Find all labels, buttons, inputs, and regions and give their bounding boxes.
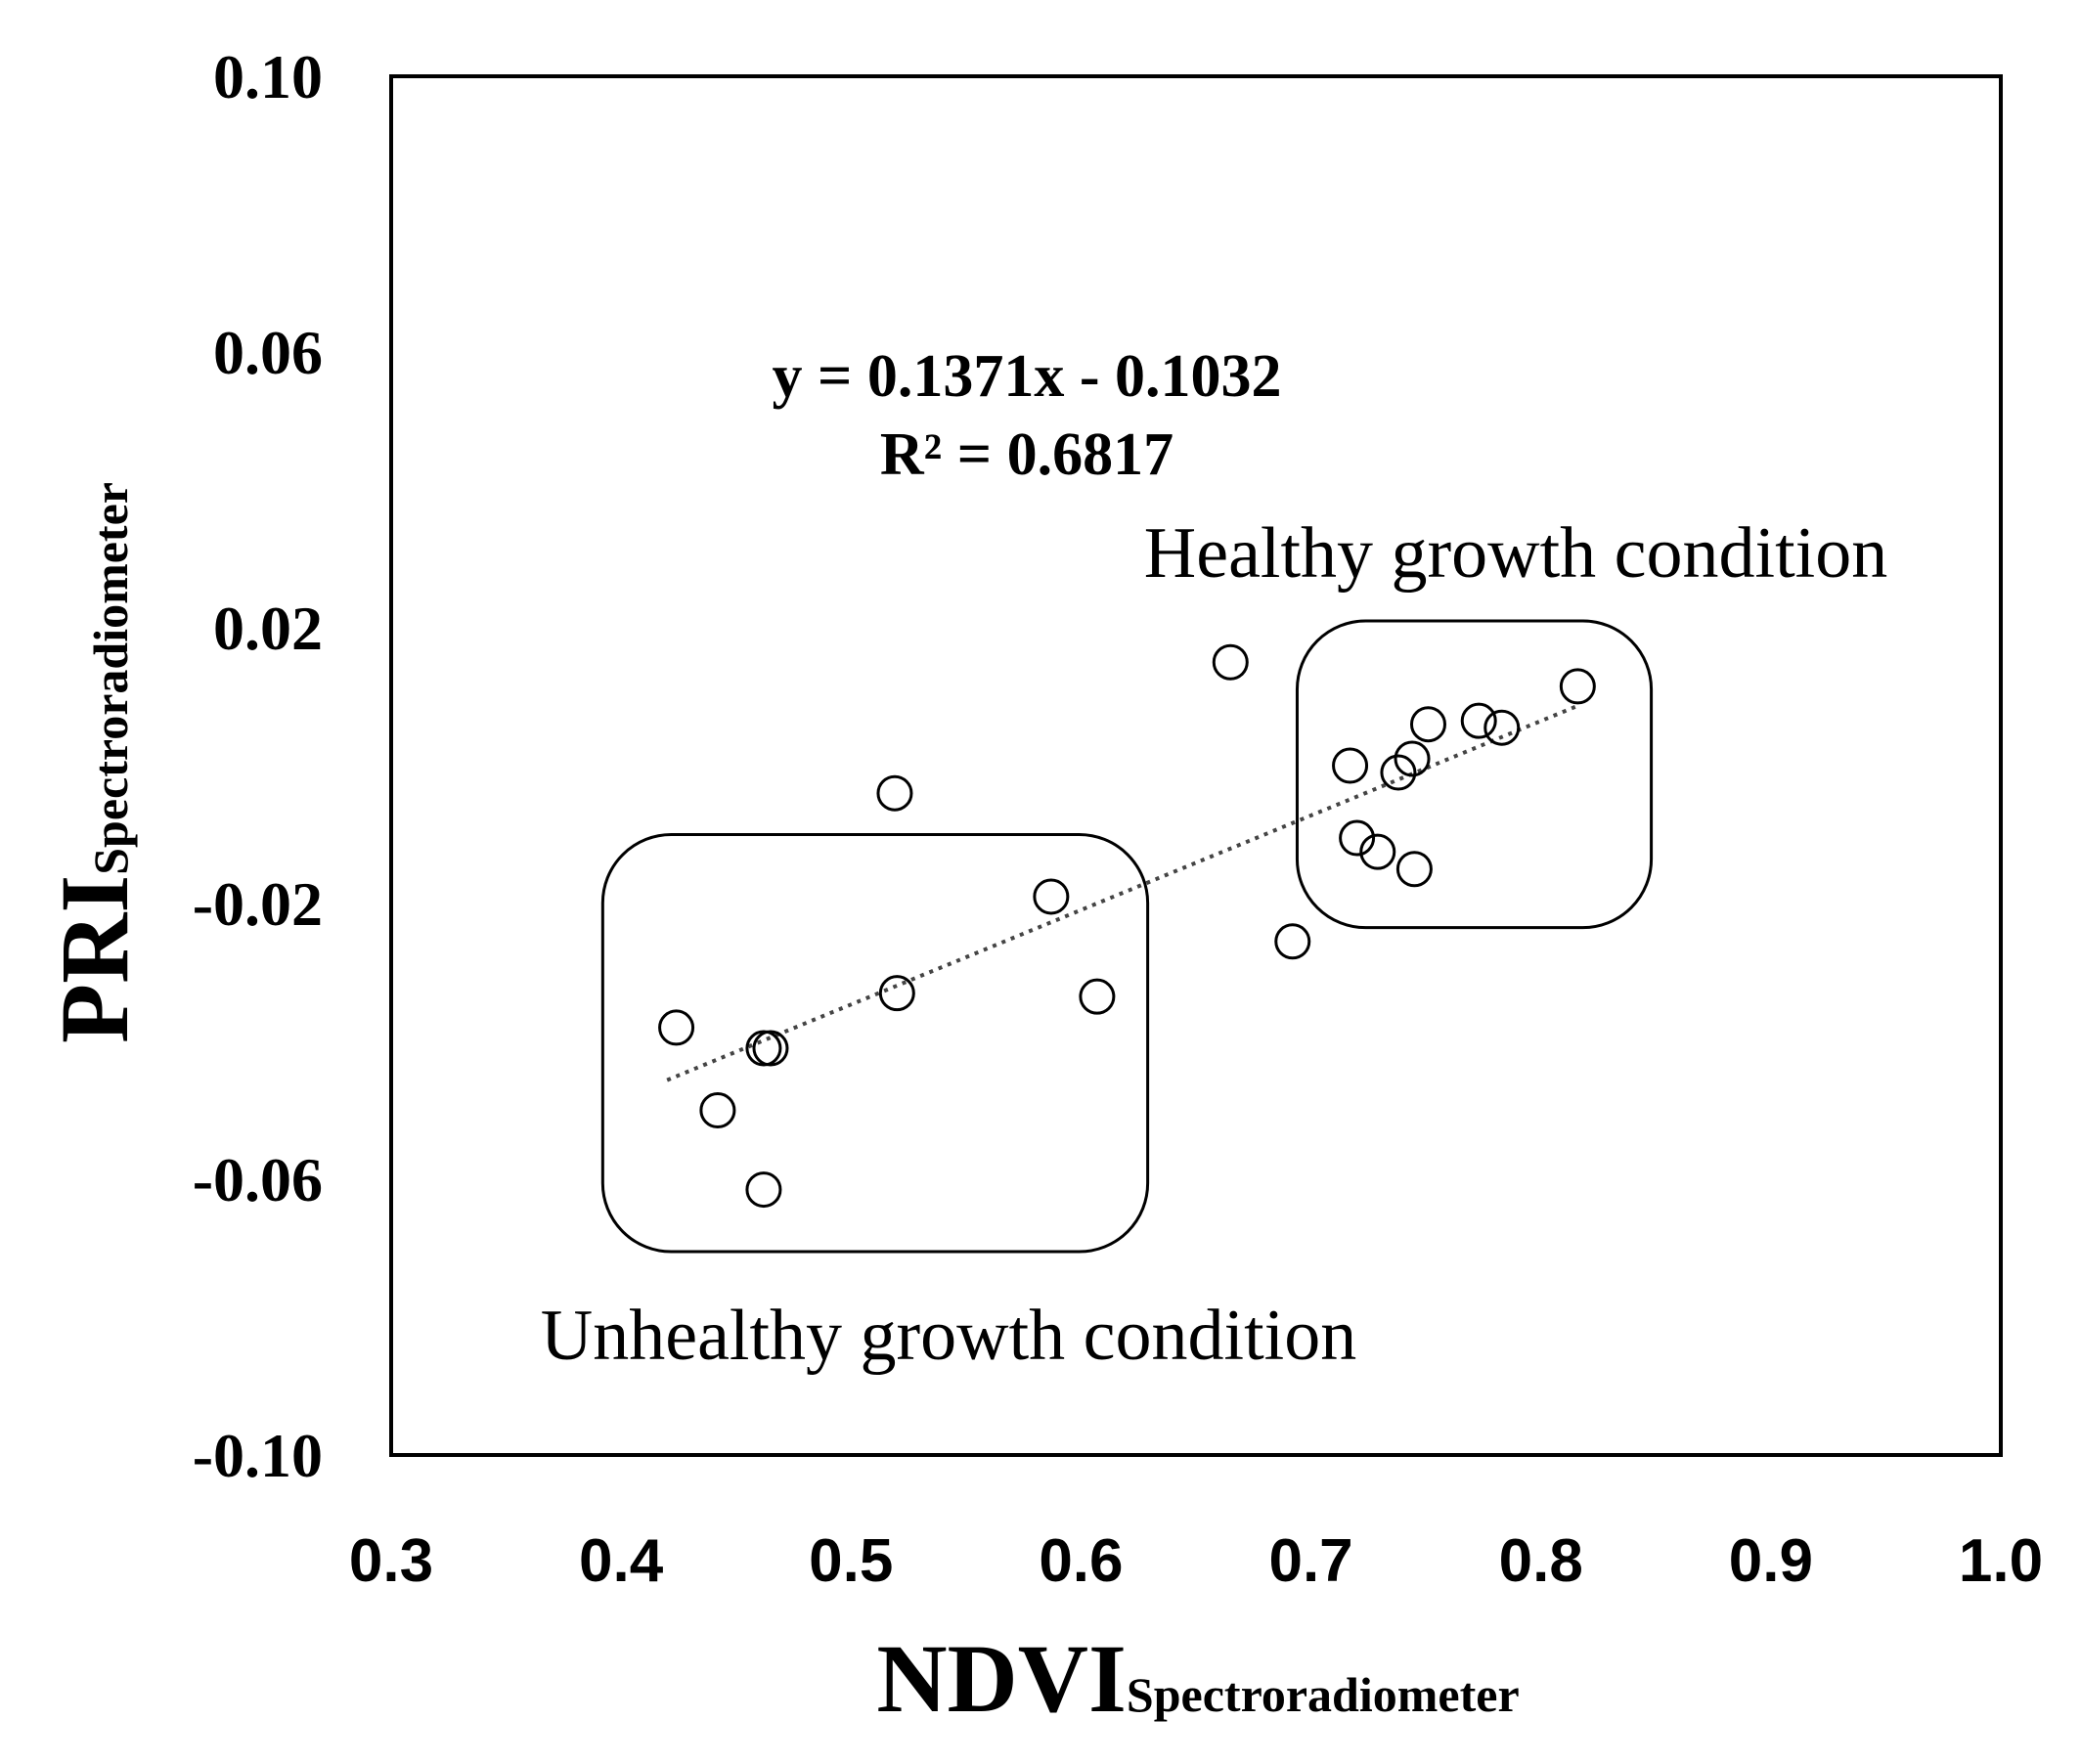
data-points xyxy=(658,643,1596,1209)
x-axis-label-main: NDVI xyxy=(876,1624,1127,1733)
data-point xyxy=(658,1009,695,1046)
plot-area-frame xyxy=(389,74,2003,1457)
data-point xyxy=(1332,747,1369,784)
x-tick-label: 0.9 xyxy=(1729,1527,1813,1595)
data-point xyxy=(699,1092,736,1128)
data-point xyxy=(1460,702,1497,739)
data-point xyxy=(1274,923,1311,960)
data-point xyxy=(1395,851,1433,888)
data-point xyxy=(1079,978,1116,1015)
trendline xyxy=(666,704,1579,1082)
data-point xyxy=(876,774,913,812)
x-tick-label: 0.8 xyxy=(1499,1527,1583,1595)
y-axis-label-main: PRI xyxy=(40,875,149,1043)
unhealthy-condition-box xyxy=(600,833,1150,1254)
y-tick-label: 0.02 xyxy=(213,594,323,663)
y-axis-label-sub: Spectroradiometer xyxy=(83,482,138,875)
data-point xyxy=(1212,643,1249,681)
healthy-label: Healthy growth condition xyxy=(1144,513,1887,594)
y-axis-ticks: 0.10 0.06 0.02 -0.02 -0.06 -0.10 xyxy=(193,42,323,1490)
y-tick-label: -0.06 xyxy=(193,1145,323,1214)
x-axis-ticks: 0.3 0.4 0.5 0.6 0.7 0.8 0.9 1.0 xyxy=(349,1527,2043,1595)
y-tick-label: 0.10 xyxy=(213,42,323,111)
data-point xyxy=(1483,709,1521,746)
x-axis-label-sub: Spectroradiometer xyxy=(1127,1667,1520,1722)
y-tick-label: 0.06 xyxy=(213,318,323,387)
y-tick-label: -0.10 xyxy=(193,1421,323,1490)
trendline-r2: R² = 0.6817 xyxy=(880,421,1173,488)
trendline-group xyxy=(666,704,1579,1082)
x-tick-label: 0.5 xyxy=(809,1527,893,1595)
data-point xyxy=(745,1171,782,1209)
healthy-condition-box xyxy=(1295,619,1654,930)
data-point xyxy=(1394,740,1431,777)
data-point xyxy=(1339,819,1376,857)
x-tick-label: 0.6 xyxy=(1039,1527,1123,1595)
x-axis-label: NDVISpectroradiometer xyxy=(876,1624,1519,1733)
x-tick-label: 0.4 xyxy=(579,1527,664,1595)
data-point xyxy=(1380,754,1417,791)
data-point xyxy=(1359,833,1396,870)
data-point xyxy=(1559,668,1596,705)
data-point xyxy=(878,975,915,1012)
x-tick-label: 0.3 xyxy=(349,1527,433,1595)
y-axis-label: PRISpectroradiometer xyxy=(40,482,149,1043)
data-point xyxy=(1033,878,1070,915)
data-point xyxy=(752,1030,789,1067)
x-tick-label: 0.7 xyxy=(1268,1527,1352,1595)
data-point xyxy=(745,1030,782,1067)
unhealthy-label: Unhealthy growth condition xyxy=(541,1296,1356,1376)
data-point xyxy=(1409,706,1446,743)
annotation-boxes xyxy=(600,619,1654,1254)
y-tick-label: -0.02 xyxy=(193,869,323,939)
trendline-equation: y = 0.1371x - 0.1032 xyxy=(773,343,1282,410)
x-tick-label: 1.0 xyxy=(1959,1527,2043,1595)
